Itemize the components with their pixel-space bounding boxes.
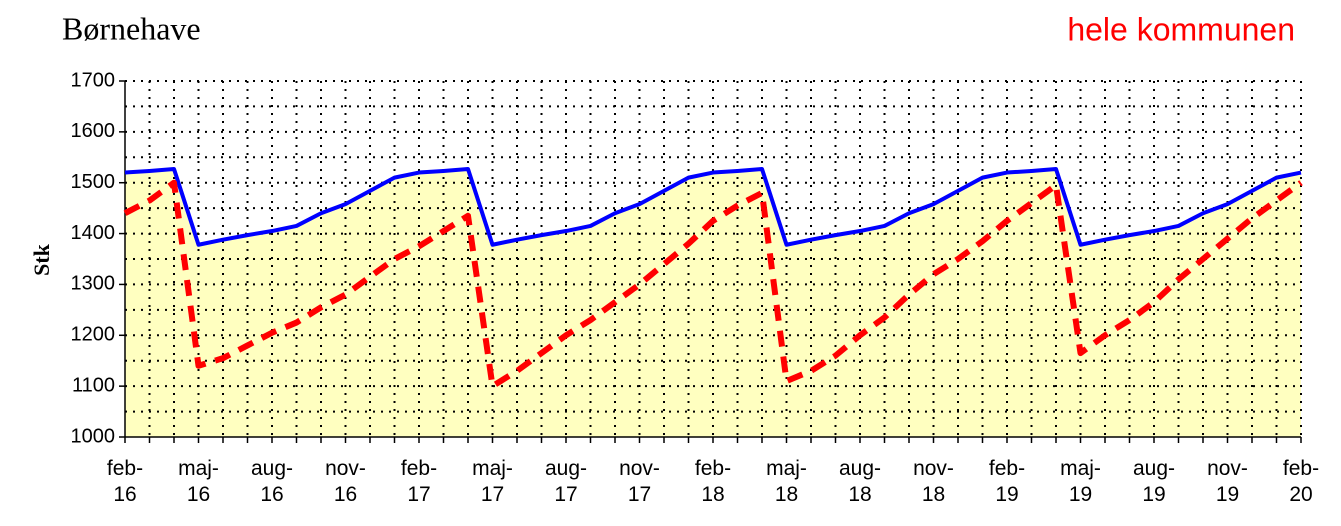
y-tick-label: 1700 bbox=[71, 69, 116, 91]
x-tick-label: maj-17 bbox=[472, 457, 513, 506]
y-tick-label: 1100 bbox=[72, 374, 115, 396]
x-tick-label: feb-18 bbox=[694, 457, 732, 506]
x-tick-label: feb-20 bbox=[1282, 457, 1320, 506]
series-line bbox=[124, 166, 1302, 247]
y-tick-label: 1400 bbox=[71, 222, 116, 244]
x-tick-label: feb-19 bbox=[988, 457, 1026, 506]
chart-title: Børnehave bbox=[62, 10, 201, 46]
annotation: hele kommunen bbox=[1067, 11, 1295, 47]
x-tick-label: feb-17 bbox=[400, 457, 438, 506]
x-tick-label: nov-18 bbox=[913, 457, 954, 506]
y-tick-label: 1500 bbox=[71, 171, 116, 193]
y-axis-label: Stk bbox=[29, 243, 54, 276]
x-tick-label: maj-19 bbox=[1060, 457, 1101, 506]
x-tick-label: aug-19 bbox=[1132, 457, 1176, 506]
y-tick-label: 1000 bbox=[71, 425, 116, 447]
x-tick-label: aug-17 bbox=[544, 457, 588, 506]
x-tick-label: aug-16 bbox=[250, 457, 294, 506]
series-line bbox=[123, 179, 1303, 390]
x-tick-label: nov-17 bbox=[619, 457, 660, 506]
x-tick-label: maj-18 bbox=[766, 457, 807, 506]
x-tick-label: maj-16 bbox=[178, 457, 219, 506]
y-tick-label: 1300 bbox=[71, 273, 116, 295]
x-tick-label: nov-16 bbox=[325, 457, 366, 506]
y-tick-label: 1200 bbox=[71, 324, 116, 346]
x-tick-label: nov-19 bbox=[1207, 457, 1248, 506]
x-tick-label: aug-18 bbox=[838, 457, 882, 506]
y-tick-label: 1600 bbox=[71, 120, 116, 142]
x-tick-label: feb-16 bbox=[106, 457, 144, 506]
